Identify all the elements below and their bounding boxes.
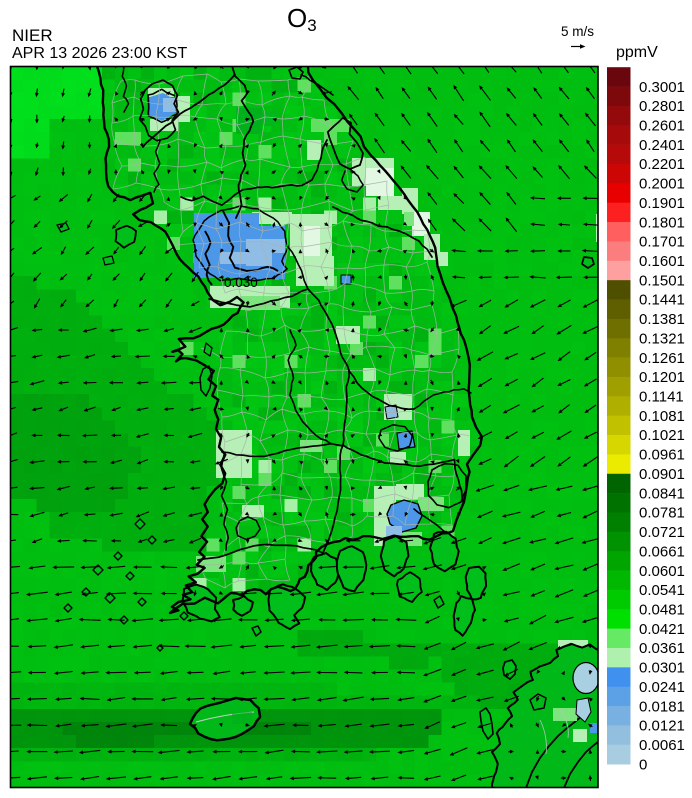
svg-text:0.030: 0.030 — [224, 275, 258, 290]
svg-text:0.0241: 0.0241 — [639, 679, 685, 696]
svg-text:0.1141: 0.1141 — [639, 389, 684, 406]
svg-text:0.0901: 0.0901 — [639, 466, 685, 483]
svg-text:0.0541: 0.0541 — [639, 582, 685, 599]
svg-text:0.1201: 0.1201 — [639, 369, 685, 386]
svg-text:0.0301: 0.0301 — [639, 660, 685, 677]
svg-text:NIER: NIER — [12, 26, 53, 45]
svg-text:0.1081: 0.1081 — [639, 408, 685, 425]
svg-text:0.1801: 0.1801 — [639, 214, 685, 231]
svg-text:0.0481: 0.0481 — [639, 602, 685, 619]
svg-text:0.0421: 0.0421 — [639, 621, 685, 638]
svg-text:O3: O3 — [287, 3, 317, 35]
svg-text:0.1701: 0.1701 — [639, 234, 685, 251]
svg-text:0.0661: 0.0661 — [639, 543, 685, 560]
svg-text:0.1901: 0.1901 — [639, 195, 685, 212]
svg-text:0.1441: 0.1441 — [639, 292, 685, 309]
svg-text:APR 13 2026 23:00 KST: APR 13 2026 23:00 KST — [12, 45, 187, 62]
svg-text:0.0361: 0.0361 — [639, 640, 685, 657]
svg-text:0.0721: 0.0721 — [639, 524, 685, 541]
svg-text:0.0961: 0.0961 — [639, 447, 685, 464]
svg-text:0.1321: 0.1321 — [639, 330, 685, 347]
svg-text:0.0601: 0.0601 — [639, 563, 685, 580]
svg-text:0.3001: 0.3001 — [639, 79, 685, 96]
svg-text:0.1601: 0.1601 — [639, 253, 685, 270]
svg-text:0.2401: 0.2401 — [639, 137, 685, 154]
svg-text:5 m/s: 5 m/s — [561, 24, 594, 39]
svg-text:0.2201: 0.2201 — [639, 156, 685, 173]
svg-text:0.0061: 0.0061 — [639, 737, 685, 754]
svg-text:0.0781: 0.0781 — [639, 505, 685, 522]
svg-text:0: 0 — [639, 756, 647, 773]
svg-text:0.0121: 0.0121 — [639, 718, 685, 735]
svg-text:0.2601: 0.2601 — [639, 118, 685, 135]
svg-text:0.0181: 0.0181 — [639, 698, 685, 715]
svg-text:0.1501: 0.1501 — [639, 272, 685, 289]
svg-text:ppmV: ppmV — [616, 44, 658, 61]
svg-text:0.2001: 0.2001 — [639, 176, 685, 193]
svg-text:0.2801: 0.2801 — [639, 98, 685, 115]
svg-text:0.1381: 0.1381 — [639, 311, 685, 328]
svg-text:0.1261: 0.1261 — [639, 350, 685, 367]
svg-text:0.0841: 0.0841 — [639, 485, 685, 502]
svg-text:0.1021: 0.1021 — [639, 427, 685, 444]
